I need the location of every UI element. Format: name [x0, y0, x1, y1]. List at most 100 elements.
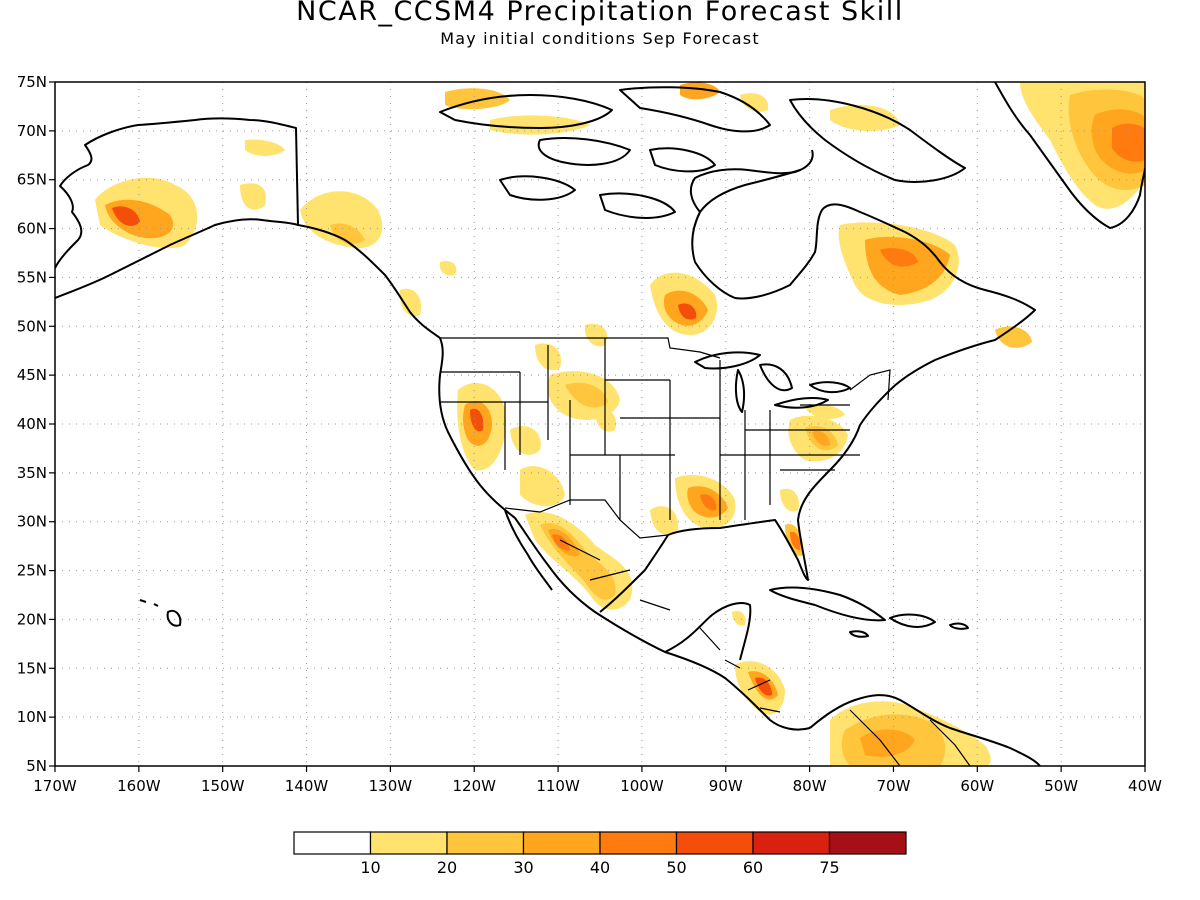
lat-tick-label: 50N	[17, 317, 47, 335]
lat-tick-label: 70N	[17, 122, 47, 140]
lat-tick-label: 15N	[17, 659, 47, 677]
lat-tick-label: 35N	[17, 464, 47, 482]
coastline-alaska	[55, 117, 299, 299]
skill-shading-layer	[95, 82, 1145, 766]
colorbar-swatch	[293, 831, 372, 855]
lat-tick-label: 75N	[17, 73, 47, 91]
colorbar-swatch	[446, 831, 525, 855]
lon-tick-label: 130W	[369, 777, 413, 795]
coastline-cuba	[769, 586, 886, 622]
coastline-south-america	[809, 694, 1041, 766]
colorbar-swatch	[828, 831, 907, 855]
lake-michigan	[734, 369, 746, 413]
lake-ontario	[809, 381, 851, 394]
lat-tick-label: 5N	[26, 757, 47, 775]
lat-tick-label: 55N	[17, 268, 47, 286]
lake-huron	[759, 363, 793, 392]
coastline-puerto-rico	[949, 622, 969, 630]
axis-ticks: 5N 10N 15N 20N 25N 30N 35N 40N 45N 50N 55N 60N 65N 70…	[17, 73, 1162, 795]
colorbar: 10 20 30 40 50 60 75	[293, 831, 907, 877]
coastline-east	[691, 169, 1036, 391]
colorbar-label: 50	[666, 858, 686, 877]
lat-tick-label: 65N	[17, 171, 47, 189]
colorbar-label: 75	[819, 858, 839, 877]
coastline-jamaica	[849, 630, 869, 638]
skill-region-bc-coast	[300, 191, 383, 249]
coastline-arctic-5	[649, 147, 716, 173]
coastline-arctic-4	[537, 137, 631, 166]
lon-tick-label: 140W	[285, 777, 329, 795]
colorbar-swatch	[369, 831, 448, 855]
skill-region-bc-core	[330, 223, 365, 244]
coastline-hawaii	[166, 609, 182, 627]
border-us-mexico	[504, 499, 669, 539]
skill-region-nd	[584, 323, 608, 347]
skill-region-arctic-2	[490, 115, 590, 135]
coastline-west	[297, 224, 811, 731]
lat-tick-label: 45N	[17, 366, 47, 384]
lon-tick-label: 110W	[536, 777, 580, 795]
lon-tick-label: 150W	[201, 777, 245, 795]
colorbar-label: 40	[590, 858, 610, 877]
colorbar-label: 20	[437, 858, 457, 877]
colorbar-label: 30	[513, 858, 533, 877]
skill-region-penn	[805, 404, 845, 420]
skill-region-ontario-peak	[678, 303, 697, 320]
skill-region-honduras-peak	[755, 677, 772, 696]
border-central-america	[724, 659, 781, 713]
colorbar-swatch	[522, 831, 601, 855]
coastline-arctic-2	[619, 86, 771, 133]
coastline-alaska-peninsula	[55, 298, 56, 300]
coastline-greenland	[994, 82, 1145, 229]
border-mexico-states	[559, 539, 721, 651]
lon-tick-label: 100W	[620, 777, 664, 795]
coastline-hispaniola	[889, 613, 936, 628]
lon-tick-label: 160W	[117, 777, 161, 795]
coastline-baja	[504, 509, 553, 591]
coastline-arctic-1	[439, 94, 613, 129]
coastline-arctic-7	[599, 192, 676, 219]
colorbar-label: 60	[743, 858, 763, 877]
lat-tick-label: 10N	[17, 708, 47, 726]
skill-region-greenland-peak	[1112, 123, 1145, 162]
coastline-hudson-bay	[689, 149, 814, 213]
skill-region-alaska-peak	[112, 206, 140, 226]
skill-region-california-peak	[470, 408, 484, 432]
skill-region-alaska-north	[245, 139, 285, 156]
skill-region-arizona	[520, 466, 565, 507]
skill-region-florida-peak	[790, 531, 801, 550]
lat-tick-label: 40N	[17, 415, 47, 433]
skill-region-wyoming-core	[565, 382, 608, 408]
skill-region-bc-interior	[439, 260, 457, 276]
lake-erie	[774, 396, 829, 409]
lon-tick-label: 50W	[1044, 777, 1078, 795]
lake-superior	[694, 351, 761, 370]
skill-region-georgia	[780, 488, 799, 512]
skill-region-louisiana-peak	[700, 494, 717, 511]
skill-region-mexico-peak	[552, 534, 570, 551]
skill-region-baffin	[830, 105, 900, 132]
lat-tick-label: 30N	[17, 513, 47, 531]
skill-region-quebec-peak	[880, 248, 918, 267]
colorbar-swatch	[675, 831, 754, 855]
chart-title: NCAR_CCSM4 Precipitation Forecast Skill	[296, 0, 904, 27]
lat-tick-label: 25N	[17, 562, 47, 580]
political-borders	[295, 127, 971, 766]
coastline-arctic-3	[789, 98, 966, 183]
lon-tick-label: 170W	[33, 777, 77, 795]
lon-tick-label: 60W	[960, 777, 994, 795]
lon-tick-label: 40W	[1128, 777, 1162, 795]
lon-tick-label: 90W	[709, 777, 743, 795]
border-states-east	[669, 360, 860, 520]
skill-region-virginia-peak	[812, 430, 830, 446]
colorbar-label: 10	[360, 858, 380, 877]
skill-region-yukon	[240, 183, 266, 210]
lat-tick-label: 20N	[17, 610, 47, 628]
border-alaska-canada	[295, 127, 299, 226]
skill-region-arctic-4	[740, 93, 769, 112]
coastline-gulf	[599, 389, 891, 613]
border-south-america	[849, 709, 971, 766]
skill-region-utah	[510, 426, 541, 455]
colorbar-swatch	[599, 831, 678, 855]
